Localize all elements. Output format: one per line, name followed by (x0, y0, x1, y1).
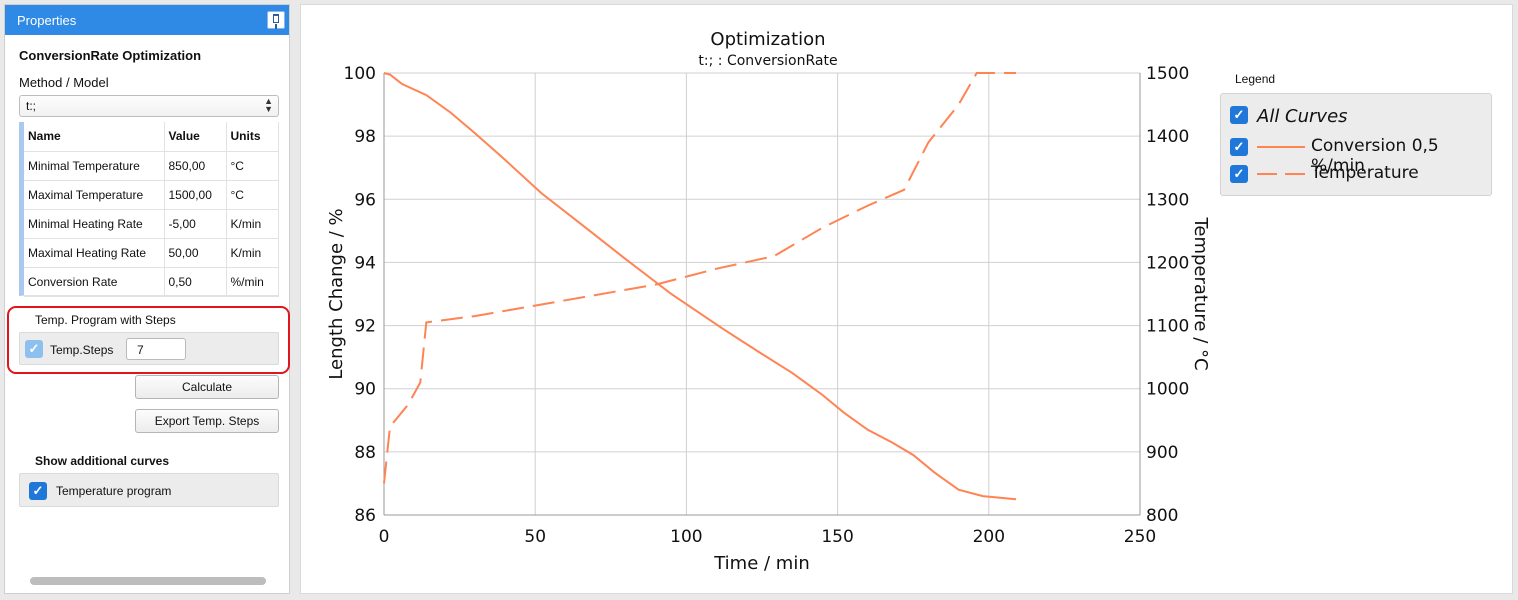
y2-tick-label: 800 (1146, 506, 1178, 526)
param-name: Minimal Temperature (24, 151, 165, 181)
conversion-legend-label: Conversion 0,5 %/min (1311, 136, 1439, 176)
x-axis-label: Time / min (713, 553, 810, 574)
param-name: Maximal Heating Rate (24, 238, 165, 268)
y-tick-label: 86 (354, 506, 376, 526)
method-label: Method / Model (19, 75, 109, 90)
properties-panel: Properties ConversionRate Optimization M… (4, 4, 290, 594)
steps-section-title: Temp. Program with Steps (35, 313, 176, 327)
param-units: %/min (226, 267, 279, 297)
additional-curves-title: Show additional curves (35, 454, 170, 468)
solid-line-swatch-icon (1257, 146, 1305, 148)
temperature-program-checkbox[interactable]: ✓ (29, 482, 47, 500)
table-row[interactable]: Minimal Temperature 850,00 °C (24, 151, 279, 181)
y-tick-label: 88 (354, 443, 376, 463)
select-arrows-icon: ▲ ▼ (264, 96, 273, 114)
legend-item-temperature[interactable]: ✓ Temperature (1221, 162, 1491, 186)
panel-title: Properties (17, 13, 77, 28)
legend-item-conversion[interactable]: ✓ Conversion 0,5 %/min (1221, 135, 1491, 176)
param-value[interactable]: 50,00 (164, 238, 227, 268)
y2-tick-label: 1000 (1146, 380, 1189, 400)
column-header-value: Value (164, 122, 227, 152)
section-title: ConversionRate Optimization (19, 48, 202, 63)
conversion-series-line (383, 72, 1017, 501)
param-value[interactable]: 850,00 (164, 151, 227, 181)
y-axis-label: Length Change / % (326, 208, 347, 379)
x-tick-label: 150 (821, 527, 853, 547)
table-header-row: Name Value Units (24, 122, 279, 152)
horizontal-scrollbar[interactable] (30, 577, 266, 585)
dashed-line-swatch-icon (1257, 173, 1305, 175)
x-tick-label: 250 (1124, 527, 1156, 547)
y2-tick-label: 1300 (1146, 190, 1189, 210)
all-curves-label: All Curves (1257, 106, 1348, 127)
column-header-units: Units (226, 122, 279, 152)
calculate-button[interactable]: Calculate (135, 375, 279, 399)
conversion-checkbox[interactable]: ✓ (1230, 138, 1248, 156)
temp-steps-checkbox[interactable]: ✓ (25, 340, 43, 358)
temperature-program-label: Temperature program (56, 484, 172, 498)
chart-axes: 0 50 100 150 200 250 86 88 90 92 94 96 98 100 800 900 10… (344, 64, 1190, 547)
y-tick-label: 90 (354, 380, 376, 400)
chart-title: Optimization (710, 29, 825, 50)
chart-curves (383, 72, 1017, 501)
param-value[interactable]: -5,00 (164, 209, 227, 239)
param-units: K/min (226, 209, 279, 239)
param-units: K/min (226, 238, 279, 268)
x-tick-label: 50 (524, 527, 546, 547)
param-value[interactable]: 1500,00 (164, 180, 227, 210)
method-value: t:; (26, 99, 37, 113)
y2-tick-label: 1100 (1146, 317, 1189, 337)
x-tick-label: 200 (973, 527, 1005, 547)
export-temp-steps-button[interactable]: Export Temp. Steps (135, 409, 279, 433)
y-tick-label: 98 (354, 127, 376, 147)
param-name: Minimal Heating Rate (24, 209, 165, 239)
y-tick-label: 96 (354, 190, 376, 210)
all-curves-checkbox[interactable]: ✓ (1230, 106, 1248, 124)
param-name: Maximal Temperature (24, 180, 165, 210)
table-row[interactable]: Maximal Temperature 1500,00 °C (24, 180, 279, 210)
method-select[interactable]: t:; ▲ ▼ (19, 95, 279, 117)
pin-icon (273, 14, 279, 29)
x-tick-label: 100 (670, 527, 702, 547)
y-tick-label: 100 (344, 64, 376, 84)
x-tick-label: 0 (379, 527, 390, 547)
y2-tick-label: 1400 (1146, 127, 1189, 147)
chart-subtitle: t:; : ConversionRate (698, 53, 837, 69)
temperature-program-row: ✓ Temperature program (19, 473, 279, 507)
y2-tick-label: 900 (1146, 443, 1178, 463)
temp-steps-label: Temp.Steps (50, 343, 114, 357)
table-row[interactable]: Maximal Heating Rate 50,00 K/min (24, 238, 279, 268)
y-tick-label: 92 (354, 317, 376, 337)
y2-tick-label: 1500 (1146, 64, 1189, 84)
chart-grid (383, 72, 1141, 516)
table-row[interactable]: Conversion Rate 0,50 %/min (24, 267, 279, 297)
param-name: Conversion Rate (24, 267, 165, 297)
legend-title: Legend (1235, 72, 1276, 86)
temp-steps-row: ✓ Temp.Steps 7 (19, 332, 279, 365)
param-value[interactable]: 0,50 (164, 267, 227, 297)
pin-button[interactable] (267, 11, 285, 29)
y2-tick-label: 1200 (1146, 253, 1189, 273)
panel-header: Properties (5, 5, 289, 35)
table-row[interactable]: Minimal Heating Rate -5,00 K/min (24, 209, 279, 239)
y-tick-label: 94 (354, 253, 376, 273)
temperature-legend-label: Temperature (1311, 163, 1419, 183)
column-header-name: Name (24, 122, 165, 152)
legend-all-curves[interactable]: ✓ All Curves (1221, 105, 1491, 129)
param-units: °C (226, 151, 279, 181)
temperature-checkbox[interactable]: ✓ (1230, 165, 1248, 183)
chart-labels: Optimization t:; : ConversionRate Time /… (326, 29, 1211, 574)
legend-box: ✓ All Curves ✓ Conversion 0,5 %/min ✓ Te… (1220, 93, 1492, 196)
temperature-series-line (383, 72, 1016, 484)
highlight-outline (7, 306, 290, 374)
param-units: °C (226, 180, 279, 210)
y2-axis-label: Temperature / °C (1190, 216, 1211, 370)
parameters-table: Name Value Units Minimal Temperature 850… (19, 122, 279, 297)
temp-steps-input[interactable]: 7 (126, 338, 186, 360)
